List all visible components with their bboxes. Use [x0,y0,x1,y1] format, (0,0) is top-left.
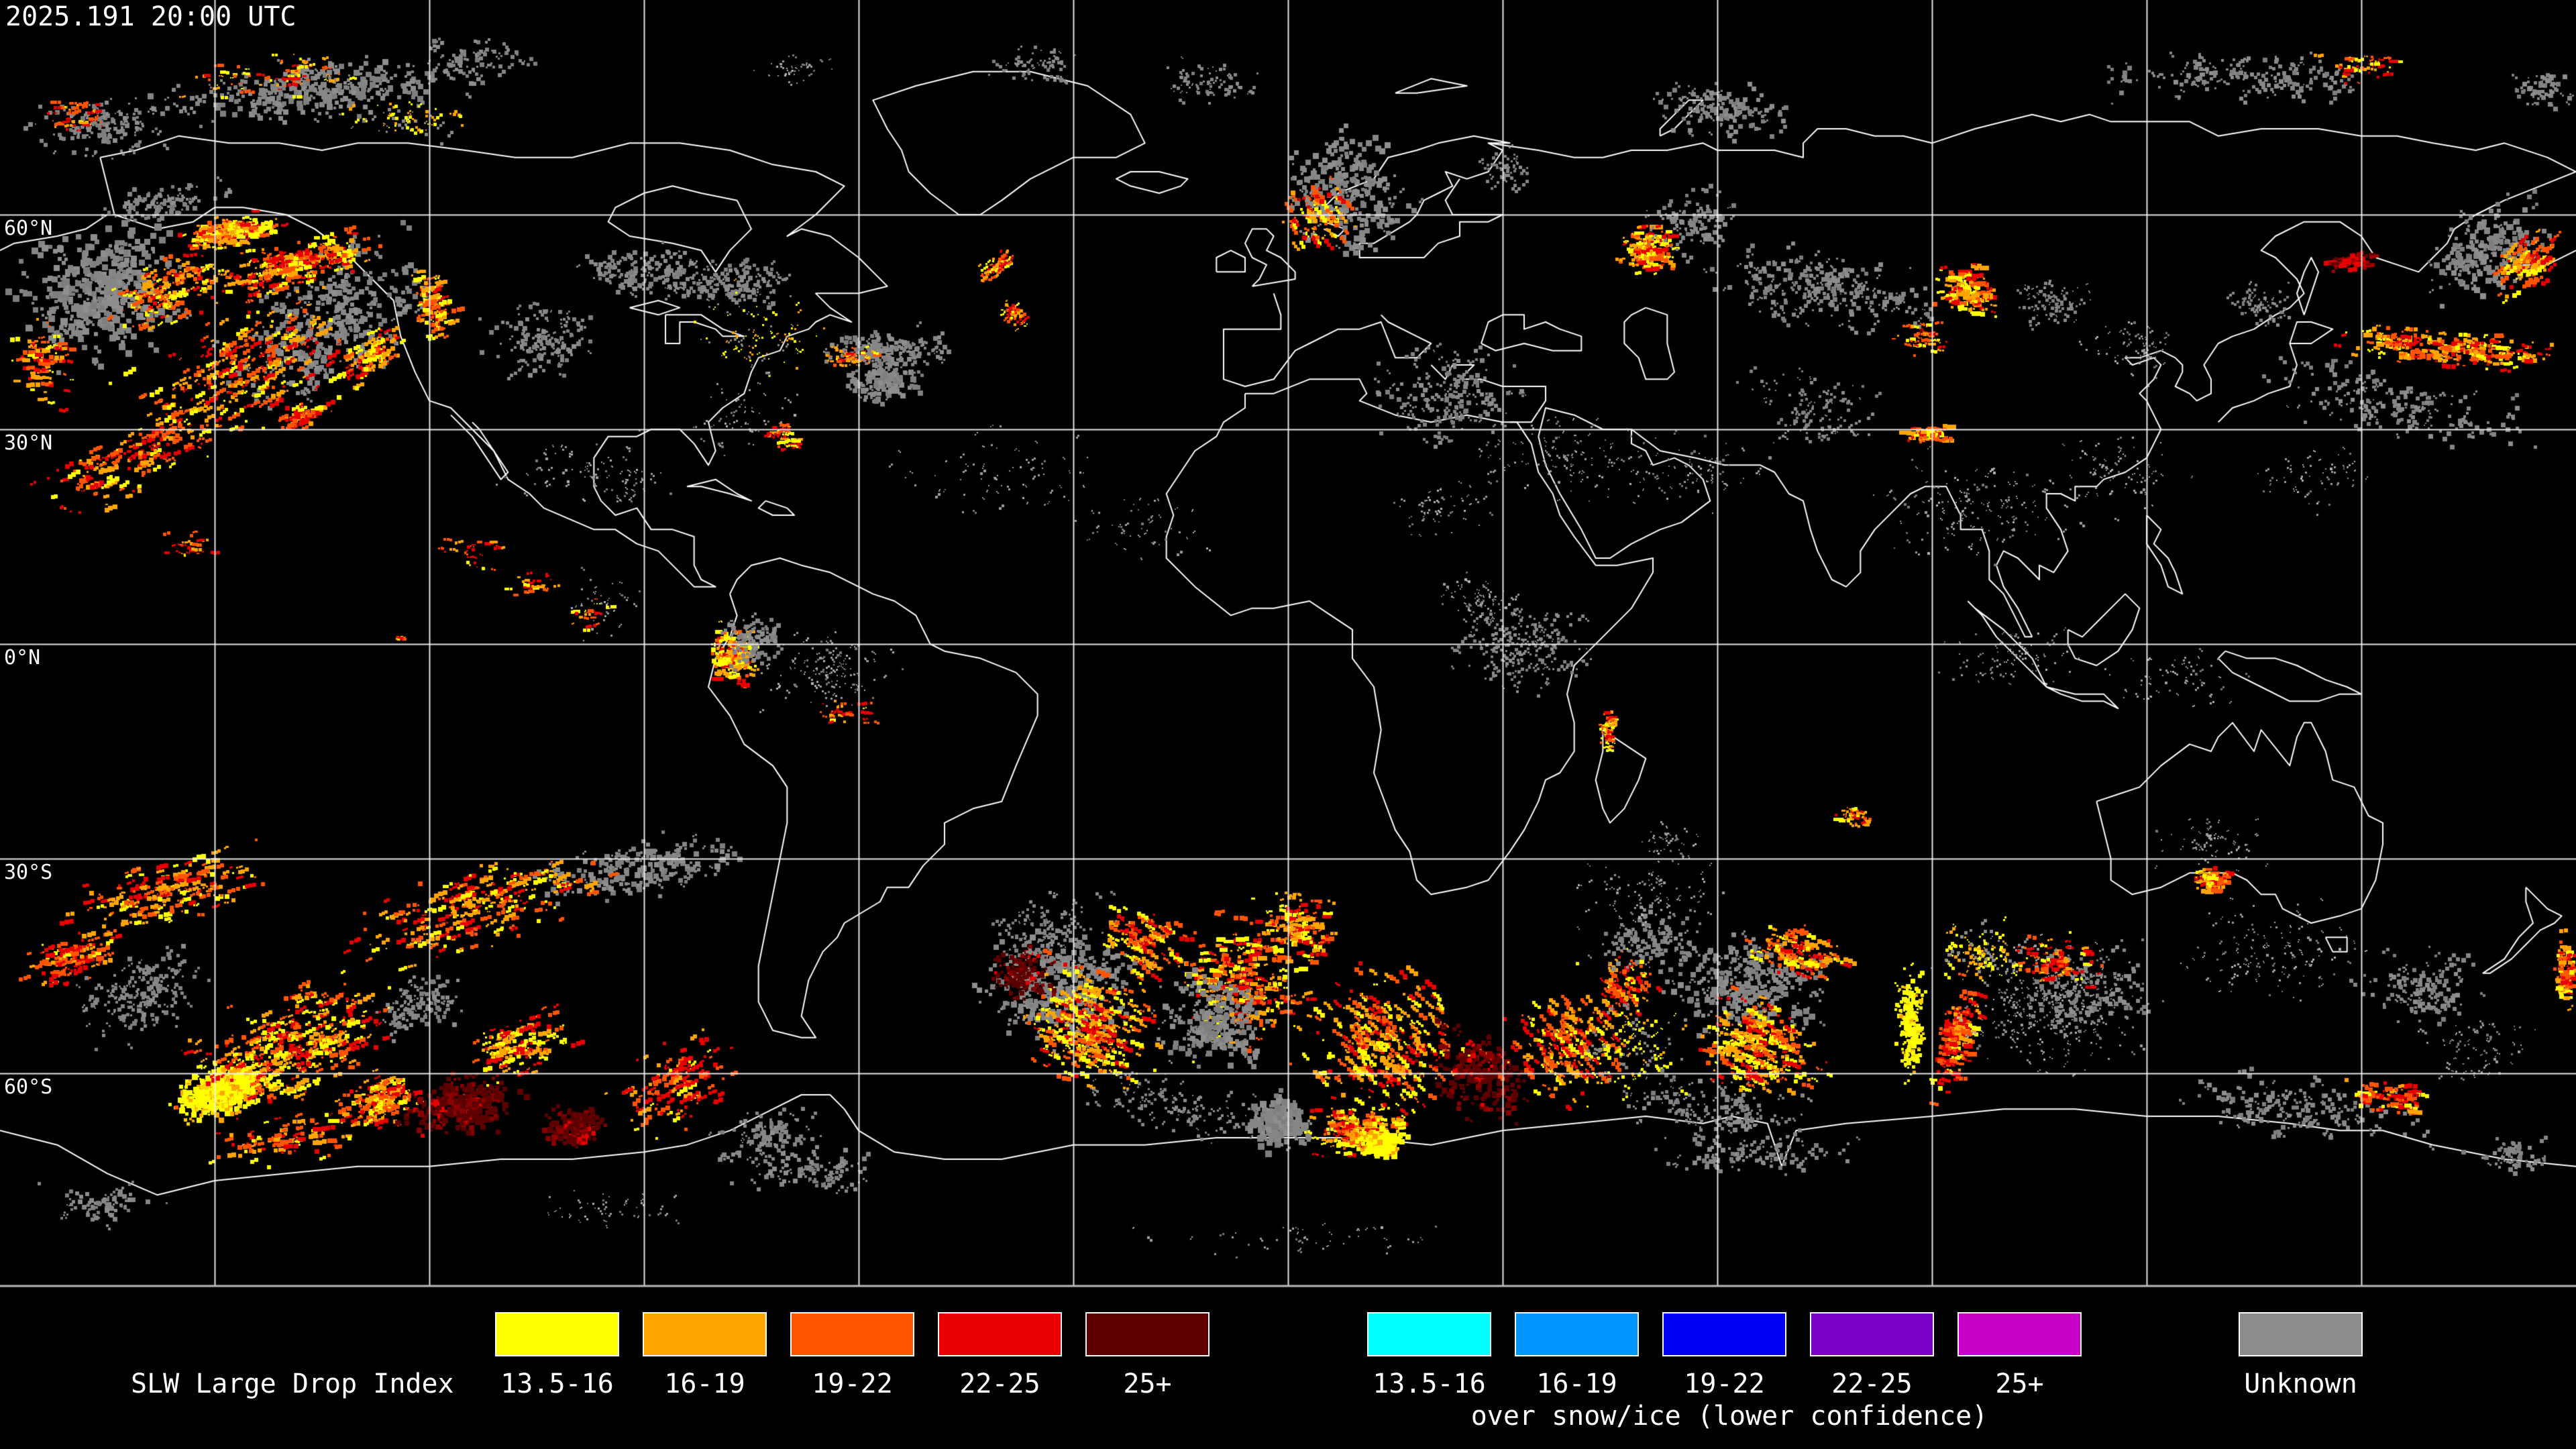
legend-swatch-label: 22-25 [959,1368,1040,1399]
legend-group-standard: 13.5-16 16-19 19-22 22-25 25+ [495,1312,1210,1399]
legend-swatch-label: Unknown [2244,1368,2357,1399]
legend-swatch-label: 13.5-16 [1373,1368,1486,1399]
legend-swatch-label: 22-25 [1831,1368,1913,1399]
legend-group-unknown: Unknown [2239,1312,2363,1399]
legend-title: SLW Large Drop Index [131,1368,454,1399]
legend-swatch-label: 25+ [1995,1368,2044,1399]
legend-item: Unknown [2239,1312,2363,1399]
legend-swatch [790,1312,914,1356]
legend-item: 25+ [1085,1312,1210,1399]
legend-item: 22-25 [1810,1312,1934,1399]
latitude-label: 60°S [4,1075,53,1099]
legend-swatch [495,1312,619,1356]
legend-swatch-label: 25+ [1123,1368,1172,1399]
legend-item: 16-19 [1515,1312,1639,1399]
legend-item: 16-19 [643,1312,767,1399]
legend-item: 13.5-16 [495,1312,619,1399]
legend-swatch [1367,1312,1491,1356]
legend-item: 25+ [1957,1312,2082,1399]
legend-swatch [1810,1312,1934,1356]
latitude-label: 30°S [4,861,53,884]
legend-swatch-label: 13.5-16 [500,1368,614,1399]
legend-swatch [1515,1312,1639,1356]
legend-swatch [643,1312,767,1356]
legend-swatch-label: 16-19 [664,1368,745,1399]
legend-item: 19-22 [790,1312,914,1399]
legend-item: 22-25 [938,1312,1062,1399]
legend-item: 19-22 [1662,1312,1786,1399]
latitude-label: 0°N [4,646,41,669]
legend-swatch [2239,1312,2363,1356]
latitude-label: 60°N [4,217,53,240]
legend-subtitle: over snow/ice (lower confidence) [1470,1401,1988,1432]
legend-swatch-label: 19-22 [1684,1368,1765,1399]
legend-item: 13.5-16 [1367,1312,1491,1399]
legend-swatch-label: 19-22 [812,1368,893,1399]
legend-swatch [1662,1312,1786,1356]
latitude-label: 30°N [4,431,53,455]
timestamp-label: 2025.191 20:00 UTC [5,1,297,32]
legend-swatch [938,1312,1062,1356]
legend-group-snow-ice: 13.5-16 16-19 19-22 22-25 25+ [1367,1312,2082,1399]
legend-swatch [1957,1312,2082,1356]
legend-swatch [1085,1312,1210,1356]
legend-swatch-label: 16-19 [1536,1368,1617,1399]
